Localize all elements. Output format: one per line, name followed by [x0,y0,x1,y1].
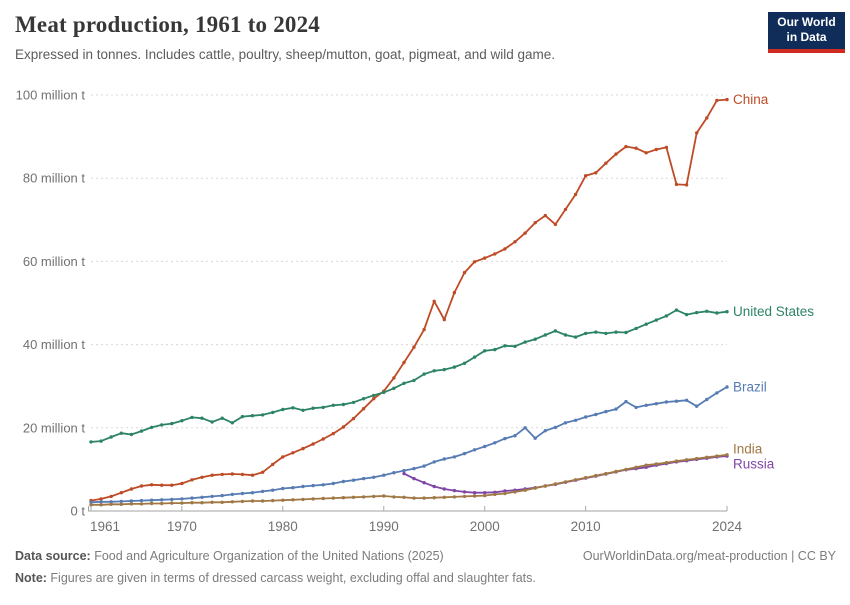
owid-logo-line2: in Data [786,30,827,45]
citation-link[interactable]: OurWorldinData.org/meat-production | CC … [582,549,836,563]
svg-text:2000: 2000 [470,519,500,534]
owid-logo[interactable]: Our World in Data [768,12,845,53]
svg-text:80 million t: 80 million t [23,171,86,186]
chart-subtitle: Expressed in tonnes. Includes cattle, po… [15,47,556,62]
series-China[interactable] [89,97,729,503]
svg-text:1970: 1970 [167,519,197,534]
svg-text:20 million t: 20 million t [23,420,86,435]
note-text: Figures are given in terms of dressed ca… [46,571,536,585]
data-source-text: Food and Agriculture Organization of the… [90,549,444,563]
svg-text:1961: 1961 [90,519,120,534]
series-label-China[interactable]: China [733,92,769,107]
series-label-Russia[interactable]: Russia [733,456,775,471]
chart-header: Meat production, 1961 to 2024 Expressed … [15,12,750,62]
data-source-label: Data source: [15,549,91,563]
svg-text:1980: 1980 [268,519,298,534]
data-source-line: Data source: Food and Agriculture Organi… [15,549,836,563]
owid-logo-line1: Our World [777,15,836,29]
svg-text:100 million t: 100 million t [16,88,86,103]
x-axis: 1961 1970 1980 1990 2000 2010 2024 [88,506,743,534]
svg-text:40 million t: 40 million t [23,337,86,352]
y-grid: 0 t 20 million t 40 million t 60 million t 8… [16,88,727,519]
note-line: Note: Figures are given in terms of dres… [15,571,836,585]
svg-text:0 t: 0 t [71,504,86,519]
svg-text:1990: 1990 [369,519,399,534]
svg-text:2010: 2010 [571,519,601,534]
page-title: Meat production, 1961 to 2024 [15,12,321,37]
svg-text:60 million t: 60 million t [23,254,86,269]
note-label: Note: [15,571,47,585]
series-label-India[interactable]: India [733,441,763,456]
series-label-United-States[interactable]: United States [733,304,814,319]
series-India[interactable] [89,453,729,507]
svg-text:2024: 2024 [712,519,743,534]
series-Brazil[interactable] [89,385,729,504]
series-label-Brazil[interactable]: Brazil [733,380,767,395]
series-United-States[interactable] [89,308,729,444]
